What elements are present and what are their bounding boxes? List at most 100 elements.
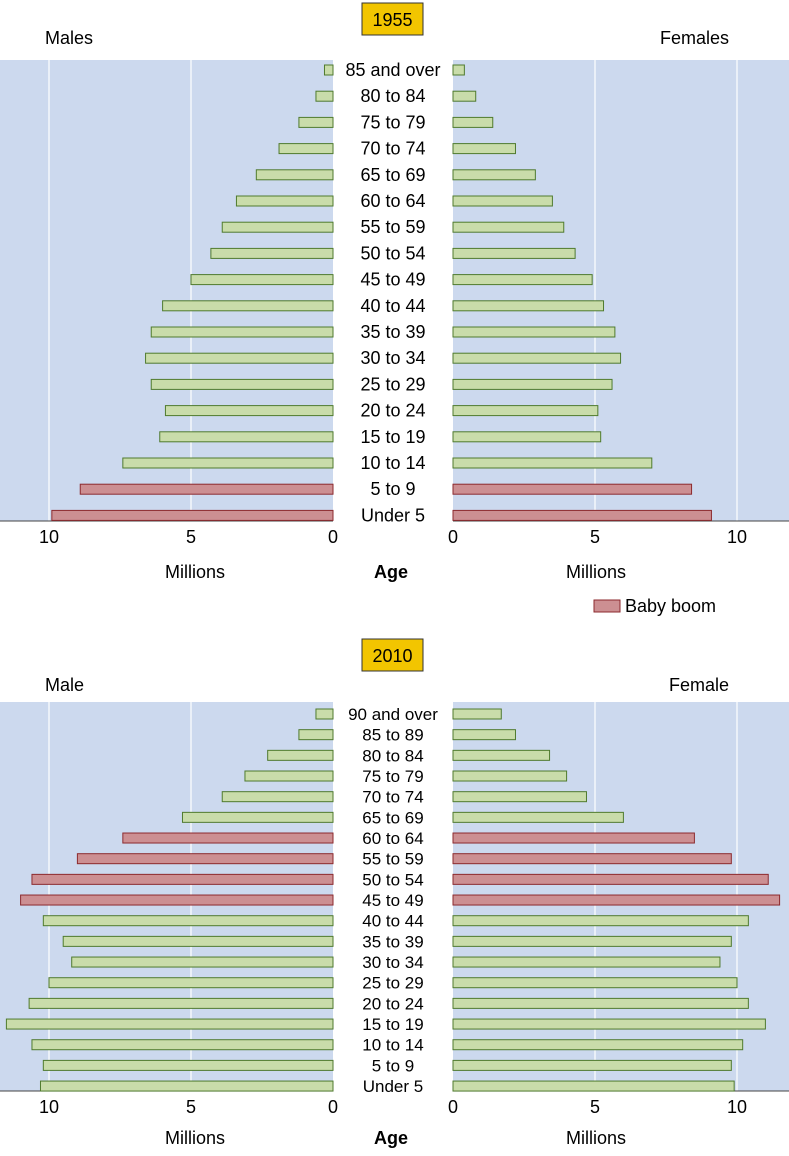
female-bar — [452, 352, 622, 364]
age-group-label: 20 to 24 — [360, 401, 425, 421]
female-bar — [452, 221, 565, 233]
male-bar — [76, 853, 334, 865]
female-bar — [452, 405, 599, 417]
age-group-label: 60 to 64 — [360, 191, 425, 211]
male-bar — [221, 221, 334, 233]
age-group-label: 65 to 69 — [360, 165, 425, 185]
age-group-label: 75 to 79 — [360, 112, 425, 132]
age-group-label: 20 to 24 — [362, 994, 423, 1013]
female-bar — [452, 915, 749, 927]
x-tick-label-right: 0 — [448, 1097, 458, 1117]
male-bar — [5, 1018, 334, 1030]
male-bar — [235, 195, 334, 207]
male-bar — [159, 431, 334, 443]
age-group-label: Under 5 — [363, 1077, 423, 1096]
x-tick-label-left: 5 — [186, 527, 196, 547]
age-group-label: 30 to 34 — [362, 953, 423, 972]
age-group-label: 45 to 49 — [360, 270, 425, 290]
age-group-label: 65 to 69 — [362, 808, 423, 827]
age-group-label: 10 to 14 — [362, 1036, 423, 1055]
male-bar — [31, 1039, 334, 1051]
male-bar — [315, 90, 334, 102]
x-tick-label-left: 10 — [39, 1097, 59, 1117]
age-group-label: 80 to 84 — [360, 86, 425, 106]
age-group-label: 85 and over — [345, 60, 440, 80]
x-tick-label-left: 0 — [328, 527, 338, 547]
age-group-label: 40 to 44 — [362, 912, 423, 931]
x-tick-label-right: 5 — [590, 527, 600, 547]
year-badge — [361, 638, 424, 672]
age-group-label: 30 to 34 — [360, 348, 425, 368]
male-bar — [51, 509, 334, 521]
female-bar — [452, 326, 616, 338]
female-bar — [452, 729, 516, 741]
female-bar — [452, 853, 732, 865]
year-badge-label: 1955 — [372, 10, 412, 30]
male-bar — [323, 64, 334, 76]
female-bar — [452, 977, 738, 989]
x-tick-label-left: 5 — [186, 1097, 196, 1117]
male-bar — [62, 935, 334, 947]
x-axis-label-left: Millions — [165, 562, 225, 582]
female-bar — [452, 274, 593, 286]
female-bar — [452, 116, 494, 128]
left-series-label: Male — [45, 675, 84, 695]
age-group-label: 25 to 29 — [360, 374, 425, 394]
age-group-label: 35 to 39 — [360, 322, 425, 342]
female-bar — [452, 90, 477, 102]
female-bar — [452, 247, 576, 259]
age-group-label: 90 and over — [348, 705, 438, 724]
age-group-label: 85 to 89 — [362, 726, 423, 745]
left-series-label: Males — [45, 28, 93, 48]
female-bar — [452, 708, 502, 720]
female-bar — [452, 483, 693, 495]
age-group-label: 55 to 59 — [360, 217, 425, 237]
female-bar — [452, 956, 721, 968]
male-bar — [42, 915, 334, 927]
x-tick-label-right: 0 — [448, 527, 458, 547]
female-bar — [452, 873, 769, 885]
female-bar — [452, 997, 749, 1009]
age-group-label: 40 to 44 — [360, 296, 425, 316]
male-bar — [255, 169, 334, 181]
female-bar — [452, 457, 653, 469]
x-tick-label-left: 0 — [328, 1097, 338, 1117]
x-tick-label-right: 5 — [590, 1097, 600, 1117]
female-bar — [452, 894, 781, 906]
age-group-label: 15 to 19 — [362, 1015, 423, 1034]
female-bar — [452, 1018, 766, 1030]
year-badge-label: 2010 — [372, 646, 412, 666]
age-group-label: 25 to 29 — [362, 974, 423, 993]
female-bar — [452, 431, 602, 443]
male-bar — [42, 1059, 334, 1071]
male-bar — [221, 791, 334, 803]
male-bar — [122, 832, 334, 844]
male-bar — [267, 749, 334, 761]
x-axis-label-right: Millions — [566, 562, 626, 582]
age-group-label: 75 to 79 — [362, 767, 423, 786]
age-group-label: 15 to 19 — [360, 427, 425, 447]
female-bar — [452, 770, 568, 782]
male-bar — [28, 997, 334, 1009]
male-bar — [150, 326, 334, 338]
age-axis-label: Age — [374, 562, 408, 582]
age-group-label: 45 to 49 — [362, 891, 423, 910]
left-panel-background — [0, 60, 333, 521]
female-bar — [452, 378, 613, 390]
age-group-label: 5 to 9 — [370, 479, 415, 499]
age-group-label: 35 to 39 — [362, 932, 423, 951]
male-bar — [31, 873, 334, 885]
age-group-label: 50 to 54 — [362, 870, 423, 889]
female-bar — [452, 509, 712, 521]
female-bar — [452, 811, 624, 823]
female-bar — [452, 935, 732, 947]
female-bar — [452, 195, 553, 207]
age-group-label: 70 to 74 — [362, 788, 423, 807]
female-bar — [452, 832, 695, 844]
female-bar — [452, 1080, 735, 1092]
x-axis-label-right: Millions — [566, 1128, 626, 1148]
female-bar — [452, 169, 536, 181]
male-bar — [145, 352, 334, 364]
male-bar — [39, 1080, 334, 1092]
